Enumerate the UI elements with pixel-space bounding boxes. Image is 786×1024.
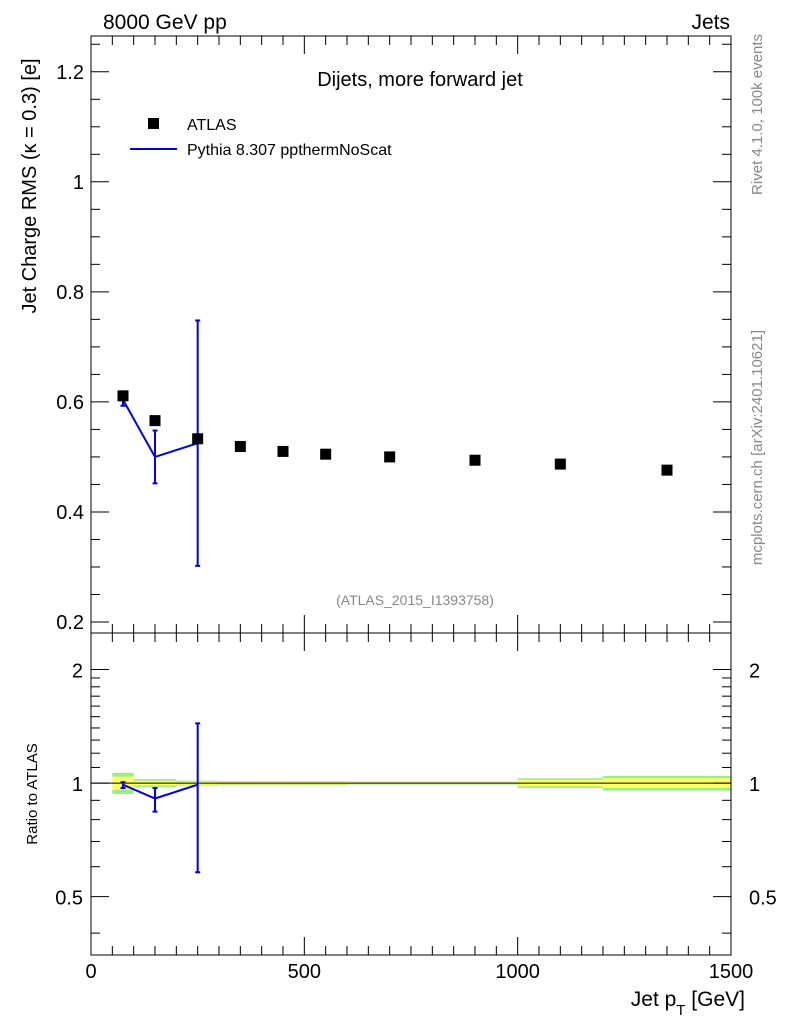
- header-right-label: Jets: [691, 11, 730, 34]
- main-y-tick-label: 0.4: [56, 502, 84, 524]
- x-tick-label: 0: [85, 961, 96, 983]
- main-y-tick-label: 1: [73, 172, 84, 194]
- atlas-data-point: [384, 451, 396, 463]
- main-mc-series: [120, 319, 201, 567]
- mcplots-reference-label: mcplots.cern.ch [arXiv:2401.10621]: [749, 330, 766, 565]
- main-x-axis-ticks: [90, 36, 732, 633]
- main-y-tick-label: 0.8: [56, 282, 84, 304]
- atlas-data-point: [117, 390, 129, 402]
- ratio-plot-frame: [90, 632, 732, 956]
- x-axis-label: Jet pT [GeV]: [631, 988, 745, 1019]
- atlas-data-point: [234, 440, 246, 452]
- legend-label-atlas: ATLAS: [187, 117, 237, 134]
- main-y-tick-label: 0.6: [56, 392, 84, 414]
- header-left-label: 8000 GeV pp: [103, 11, 227, 34]
- atlas-data-point: [320, 448, 332, 460]
- atlas-data-point: [192, 433, 204, 445]
- ratio-mc-series: [120, 722, 201, 874]
- pythia-line: [122, 399, 198, 459]
- main-y-tick-label: 0.2: [56, 612, 84, 634]
- rivet-version-label: Rivet 4.1.0, 100k events: [749, 34, 766, 195]
- main-data-series: [117, 390, 673, 476]
- atlas-data-point: [661, 464, 673, 476]
- main-y-tick-label: 1.2: [56, 62, 84, 84]
- ratio-y-axis-label: Ratio to ATLAS: [24, 743, 41, 844]
- ratio-y-tick-label-right: 0.5: [749, 888, 777, 910]
- legend-marker-atlas: [148, 118, 159, 129]
- atlas-data-point: [554, 458, 566, 470]
- legend-label-pythia: Pythia 8.307 ppthermNoScat: [187, 142, 392, 159]
- x-tick-label: 1500: [709, 961, 754, 983]
- ratio-y-axis: 0.5 0.5 1 1 2 2: [55, 661, 777, 934]
- ratio-y-tick-label: 0.5: [55, 888, 83, 910]
- main-panel: 0.2 0.4 0.6 0.8 1 1.2 Dijets, more forward je…: [19, 35, 732, 634]
- ratio-y-tick-label-right: 2: [749, 661, 760, 683]
- ratio-y-tick-label: 1: [72, 774, 83, 796]
- analysis-watermark: (ATLAS_2015_I1393758): [336, 592, 494, 608]
- main-y-axis: 0.2 0.4 0.6 0.8 1 1.2: [56, 43, 731, 634]
- legend: ATLAS Pythia 8.307 ppthermNoScat: [130, 117, 392, 159]
- main-plot-title: Dijets, more forward jet: [317, 69, 523, 91]
- atlas-data-point: [277, 445, 289, 457]
- main-y-axis-label: Jet Charge RMS (κ = 0.3) [e]: [19, 58, 41, 313]
- ratio-y-tick-label: 2: [72, 661, 83, 683]
- x-tick-label: 1000: [495, 961, 540, 983]
- x-axis: 0 500 1000 1500: [85, 633, 753, 983]
- ratio-panel: 0.5 0.5 1 1 2 2 0 500 1000 1500 Ratio to ATLAS J…: [24, 632, 777, 1019]
- ratio-y-tick-label-right: 1: [749, 774, 760, 796]
- x-tick-label: 500: [288, 961, 321, 983]
- atlas-data-point: [469, 454, 481, 466]
- atlas-data-point: [149, 415, 161, 427]
